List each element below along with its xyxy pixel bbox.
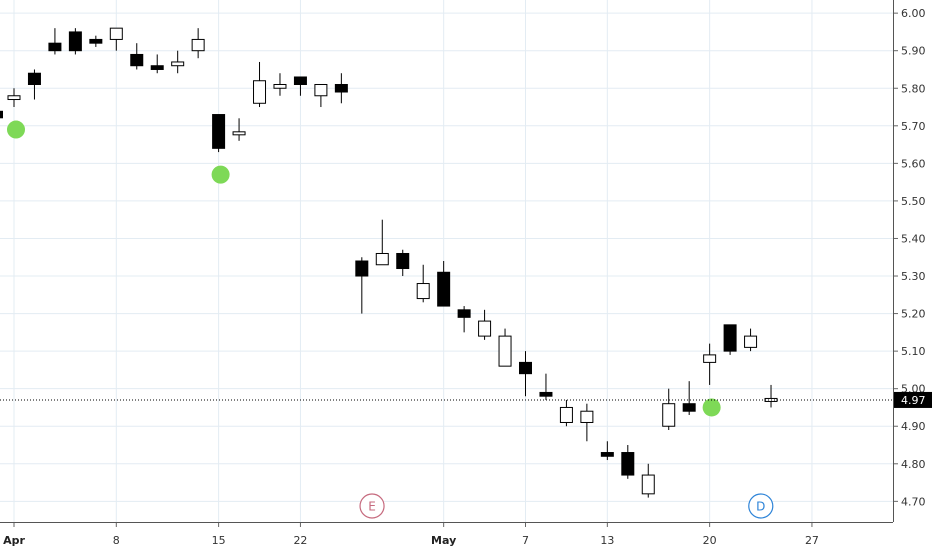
candle-body [437, 271, 451, 307]
candle-body [723, 324, 737, 352]
candle-body [416, 283, 430, 300]
signals [7, 120, 721, 417]
candle-body [580, 410, 594, 423]
event-marker-label: D [756, 500, 765, 514]
candle-body [662, 403, 676, 427]
candle-body [191, 38, 205, 52]
candle-body [48, 42, 62, 52]
candle-body [171, 61, 185, 67]
signal-dot [7, 120, 25, 139]
candle-body [519, 361, 532, 375]
candle-body [744, 335, 758, 348]
y-tick-label: 5.70 [901, 120, 926, 133]
candle-body-partial [0, 110, 3, 119]
candle-body [559, 406, 573, 423]
x-tick-label: May [431, 534, 456, 547]
y-tick-label: 5.50 [901, 195, 926, 208]
y-tick-label: 5.40 [901, 232, 926, 245]
y-tick-label: 5.10 [901, 345, 926, 358]
y-tick-label: 4.70 [901, 495, 926, 508]
y-tick-label: 5.90 [901, 45, 926, 58]
candle-body [273, 83, 287, 89]
candle-body [703, 354, 717, 363]
y-tick-label: 5.80 [901, 82, 926, 95]
last-price-label: 4.97 [901, 394, 926, 407]
candle-body [539, 391, 553, 397]
x-tick-label: 7 [522, 534, 529, 547]
candles [0, 27, 778, 498]
x-tick-label: 22 [293, 534, 307, 547]
candle-body [375, 252, 389, 266]
candle-body [682, 403, 696, 412]
y-tick-label: 6.00 [901, 7, 926, 20]
candle-body [641, 474, 655, 495]
candle-body [150, 65, 164, 70]
candle-body [355, 260, 369, 277]
y-tick-label: 5.60 [901, 157, 926, 170]
candle-body [253, 80, 267, 104]
candle-body [314, 83, 328, 97]
earnings-marker [359, 493, 385, 519]
y-tick-label: 5.30 [901, 270, 926, 283]
candle-body [457, 309, 471, 318]
candle-body [396, 252, 410, 270]
event-marker-label: E [368, 500, 376, 514]
y-tick-label: 4.80 [901, 458, 926, 471]
candle-body [498, 335, 512, 367]
candle-body [293, 76, 307, 85]
candle-body [109, 27, 123, 40]
last-price-tag [894, 391, 932, 408]
candle-body [621, 452, 635, 476]
candle-body [89, 38, 103, 44]
candle-body [212, 114, 226, 149]
y-tick-label: 5.20 [901, 308, 926, 321]
x-tick-label: 15 [212, 534, 226, 547]
candle-body [7, 95, 21, 101]
grid [0, 0, 893, 522]
signal-dot [211, 165, 230, 184]
x-tick-label: 27 [805, 534, 819, 547]
candle-body [334, 83, 348, 93]
candle-body [232, 131, 246, 136]
x-tick-label: 13 [600, 534, 614, 547]
x-tick-label: Apr [3, 534, 25, 547]
candle-body [27, 72, 41, 85]
x-tick-label: 20 [703, 534, 717, 547]
dividend-marker [748, 493, 774, 519]
candle-body [600, 452, 614, 457]
candle-body [130, 53, 144, 67]
candle-body [68, 31, 82, 52]
y-tick-label: 4.90 [901, 420, 926, 433]
signal-dot [702, 398, 721, 417]
candle-body [478, 320, 492, 337]
x-tick-label: 8 [113, 534, 120, 547]
